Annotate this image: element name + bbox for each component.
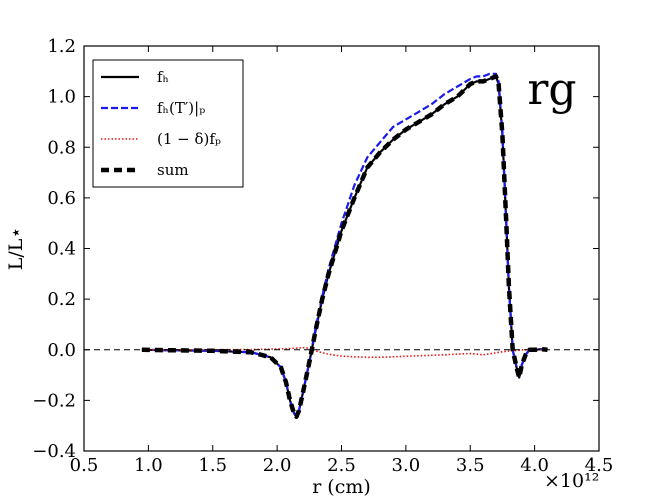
y-tick-label: 1.0 xyxy=(47,87,76,108)
x-tick-label: 4.5 xyxy=(585,455,614,476)
y-tick-label: −0.2 xyxy=(32,390,76,411)
y-tick-label: −0.4 xyxy=(32,441,76,462)
legend-label-1: fₕ xyxy=(157,68,169,86)
x-tick-label: 3.5 xyxy=(456,455,485,476)
x-tick-label: 2.5 xyxy=(327,455,356,476)
y-axis-label: L/L⋆ xyxy=(5,227,27,271)
legend-box xyxy=(92,59,244,188)
y-tick-label: 1.2 xyxy=(47,36,76,57)
panel-label: rg xyxy=(527,64,576,115)
legend-label-2: fₕ(T′)|ₚ xyxy=(157,99,205,117)
x-tick-label: 3.0 xyxy=(392,455,421,476)
series-line-2 xyxy=(141,72,548,418)
series-line-3 xyxy=(141,346,548,359)
x-scale-label: ×10¹² xyxy=(544,470,599,492)
x-tick-label: 1.0 xyxy=(134,455,163,476)
series-layer xyxy=(141,72,548,420)
y-tick-label: 0.2 xyxy=(47,289,76,310)
x-tick-label: 2.0 xyxy=(263,455,292,476)
legend-label-4: sum xyxy=(157,161,189,179)
x-axis-label: r (cm) xyxy=(312,476,371,498)
tick-layer: 0.5 1.0 1.5 2.0 2.5 3.0 3.5 4.0 4.5 −0.4 −0.2 0.0 0.… xyxy=(32,36,613,476)
y-tick-label: 0.0 xyxy=(47,340,76,361)
y-tick-label: 0.6 xyxy=(47,188,76,209)
x-tick-label: 1.5 xyxy=(198,455,227,476)
x-tick-label: 4.0 xyxy=(520,455,549,476)
legend: fₕ fₕ(T′)|ₚ (1 − δ)fₚ sum xyxy=(92,59,244,188)
legend-label-3: (1 − δ)fₚ xyxy=(157,130,221,148)
x-tick-label: 0.5 xyxy=(70,455,99,476)
y-tick-label: 0.4 xyxy=(47,239,76,260)
y-tick-label: 0.8 xyxy=(47,137,76,158)
